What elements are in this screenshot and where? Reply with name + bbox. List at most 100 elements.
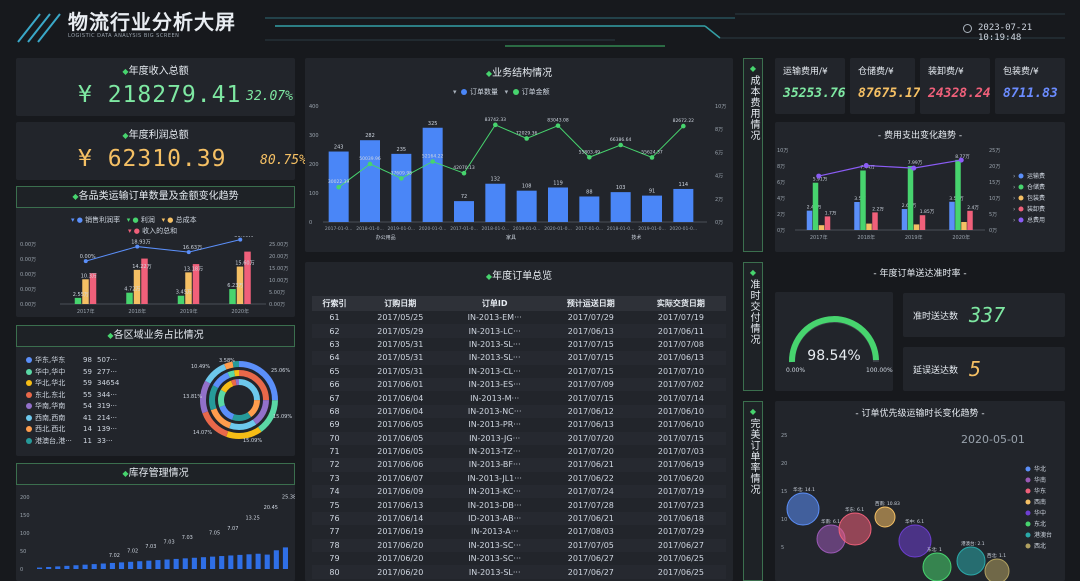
table-row[interactable]: 72 2017/06/06 IN-2013-BF··· 2017/06/21 2017/… (312, 458, 726, 472)
table-row[interactable]: 63 2017/05/31 IN-2013-SL··· 2017/07/15 2017/… (312, 338, 726, 351)
data-label: 21.83万 (234, 236, 253, 239)
table-row[interactable]: 75 2017/06/13 IN-2013-DB··· 2017/07/28 2017/… (312, 498, 726, 511)
table-cell: 2017/05/29 (357, 324, 444, 338)
table-cell: 2017/07/14 (657, 393, 704, 403)
region-title: 各区域业务占比情况 (16, 325, 295, 347)
legend-dot (26, 357, 32, 363)
right-tick-label: 0万 (989, 228, 997, 234)
table-cell: 2017/07/29 (657, 527, 704, 537)
table-row[interactable]: 79 2017/06/20 IN-2013-SC··· 2017/06/27 2017/… (312, 552, 726, 565)
table-row[interactable]: 77 2017/06/19 IN-2013-A··· 2017/08/03 2017/0… (312, 525, 726, 538)
donut-label: 13.81% (183, 394, 202, 400)
region-amount: 139··· (97, 425, 118, 433)
table-cell: 2017/05/31 (357, 351, 444, 365)
bubble-华东 (838, 512, 872, 546)
region-amount: 214··· (97, 413, 118, 422)
cost-section-diamond-icon: ◆ (749, 64, 757, 73)
table-row[interactable]: 78 2017/06/20 IN-2013-SC··· 2017/07/05 2017/… (312, 538, 726, 553)
data-label: 7.99万 (908, 160, 923, 166)
inventory-bar (46, 566, 52, 569)
table-row[interactable]: 70 2017/06/05 IN-2013-JG··· 2017/07/20 2017/… (312, 431, 726, 445)
table-row[interactable]: 76 2017/06/14 ID-2013-AB··· 2017/06/21 2017/… (312, 511, 726, 526)
table-cell: 2017/06/21 (545, 511, 636, 526)
right-tick-label: 4万 (715, 174, 723, 180)
table-cell: 2017/06/25 (657, 554, 704, 564)
table-cell: 2017/07/02 (635, 377, 726, 392)
region-list-item[interactable]: 华北,华北 59 34654 (26, 378, 156, 390)
inventory-bar (200, 557, 207, 569)
category-trend-legend-2: ▾ ● 收入的总和 (128, 227, 178, 235)
point-order-amount (367, 161, 373, 167)
table-cell: 80 (312, 565, 358, 579)
region-list-item[interactable]: 华东,华东 98 507··· (26, 355, 156, 367)
legend-dot (1018, 173, 1024, 179)
legend-dot (26, 426, 32, 432)
table-cell: IN-2013-KC··· (443, 485, 546, 499)
region-count: 14 (83, 425, 92, 433)
table-row[interactable]: 65 2017/05/31 IN-2013-CL··· 2017/07/15 2017/… (312, 365, 726, 378)
region-list-item[interactable]: 西北,西北 14 139··· (26, 424, 156, 436)
bar-总成本 (82, 279, 89, 304)
donut-inner-slice (218, 379, 260, 421)
table-cell: 2017/06/04 (377, 393, 424, 403)
table-cell: 79 (329, 554, 340, 564)
table-row[interactable]: 71 2017/06/05 IN-2013-TZ··· 2017/07/20 2017/… (312, 445, 726, 458)
data-label: 1.7万 (825, 210, 837, 216)
left-tick-label: 0 (309, 220, 312, 226)
orders-column-header[interactable]: 预计运送日期 (545, 296, 636, 311)
table-cell: IN-2013-A··· (470, 527, 519, 537)
right-tick-label: 10万 (989, 196, 1000, 202)
table-row[interactable]: 68 2017/06/04 IN-2013-NC··· 2017/06/12 2017/… (312, 404, 726, 419)
table-cell: 74 (312, 485, 358, 499)
orders-column-header[interactable]: 实际交货日期 (635, 296, 726, 311)
legend-label: 西北 (1034, 542, 1046, 550)
donut-inner-slice (218, 379, 260, 421)
group-label: 家具 (506, 234, 516, 241)
bar-order-count (422, 127, 443, 222)
donut-outer-slice (200, 361, 278, 439)
bubble-label: 西北: 1.1 (987, 552, 1006, 559)
profit-panel: 年度利润总额 ¥ 62310.39 80.75% (16, 122, 307, 180)
inventory-bar (246, 554, 252, 569)
cost-section-label: ◆ 成本费用情况 (743, 58, 763, 252)
orders-column-header[interactable]: 订购日期 (357, 296, 444, 311)
gauge-min-label: 0.00% (786, 367, 805, 374)
table-row[interactable]: 80 2017/06/20 IN-2013-SL··· 2017/06/27 2017/… (312, 565, 726, 579)
right-tick-label: 5万 (989, 212, 997, 218)
inventory-bar (210, 556, 216, 569)
table-row[interactable]: 69 2017/06/05 IN-2013-PR··· 2017/06/13 2017/… (312, 418, 726, 431)
table-row[interactable]: 67 2017/06/04 IN-2013-M··· 2017/07/15 2017/0… (312, 391, 726, 404)
region-list-item[interactable]: 华南,华南 54 319··· (26, 401, 156, 413)
legend-label: 运输费 (1027, 172, 1045, 180)
table-row[interactable]: 61 2017/05/25 IN-2013-EM··· 2017/07/29 2017/… (312, 311, 726, 324)
inventory-bar (264, 554, 270, 569)
table-row[interactable]: 74 2017/06/09 IN-2013-KC··· 2017/07/24 2017/… (312, 485, 726, 499)
table-cell: 2017/06/04 (357, 404, 444, 419)
left-tick-label: 0.00万 (20, 287, 36, 293)
table-row[interactable]: 62 2017/05/29 IN-2013-LC··· 2017/06/13 2017/… (312, 324, 726, 338)
data-label: 4.72万 (124, 287, 140, 293)
table-row[interactable]: 64 2017/05/31 IN-2013-SL··· 2017/07/15 2017/… (312, 351, 726, 365)
table-row[interactable]: 66 2017/06/01 IN-2013-ES··· 2017/07/09 2017/… (312, 377, 726, 392)
region-list-item[interactable]: 港澳台,港··· 11 33··· (26, 436, 156, 448)
orders-table: 行索引 订购日期 订单ID 预计运送日期 实际交货日期 61 2017/05/25 IN-2… (312, 296, 726, 579)
inventory-data-label: 7.05 (209, 531, 220, 537)
region-list-item[interactable]: 东北,东北 55 344··· (26, 390, 156, 402)
donut-outer-slice (200, 361, 278, 439)
cost-card-label: 运输费用/¥ (783, 67, 828, 77)
point-margin (186, 250, 191, 255)
x-tick-label: 2018-01-0... (356, 226, 384, 232)
region-list-item[interactable]: 西南,西南 41 214··· (26, 413, 156, 425)
bar-收入的总和 (141, 258, 148, 304)
orders-table-wrap[interactable]: 行索引 订购日期 订单ID 预计运送日期 实际交货日期 61 2017/05/25 IN-2… (312, 296, 726, 581)
region-list-item[interactable]: 华中,华中 59 277··· (26, 367, 156, 379)
bubble-东北 (922, 552, 952, 581)
amount-value-label: 42070.13 (453, 165, 475, 171)
x-tick-label: 2018-01-0... (482, 226, 510, 232)
revenue-pct: 32.07% (246, 89, 293, 104)
table-cell: 65 (329, 366, 340, 376)
orders-column-header[interactable]: 行索引 (312, 296, 358, 311)
orders-column-header[interactable]: 订单ID (443, 296, 546, 311)
table-row[interactable]: 73 2017/06/07 IN-2013-JL1··· 2017/06/22 2017… (312, 472, 726, 485)
bar-order-count (610, 192, 631, 222)
